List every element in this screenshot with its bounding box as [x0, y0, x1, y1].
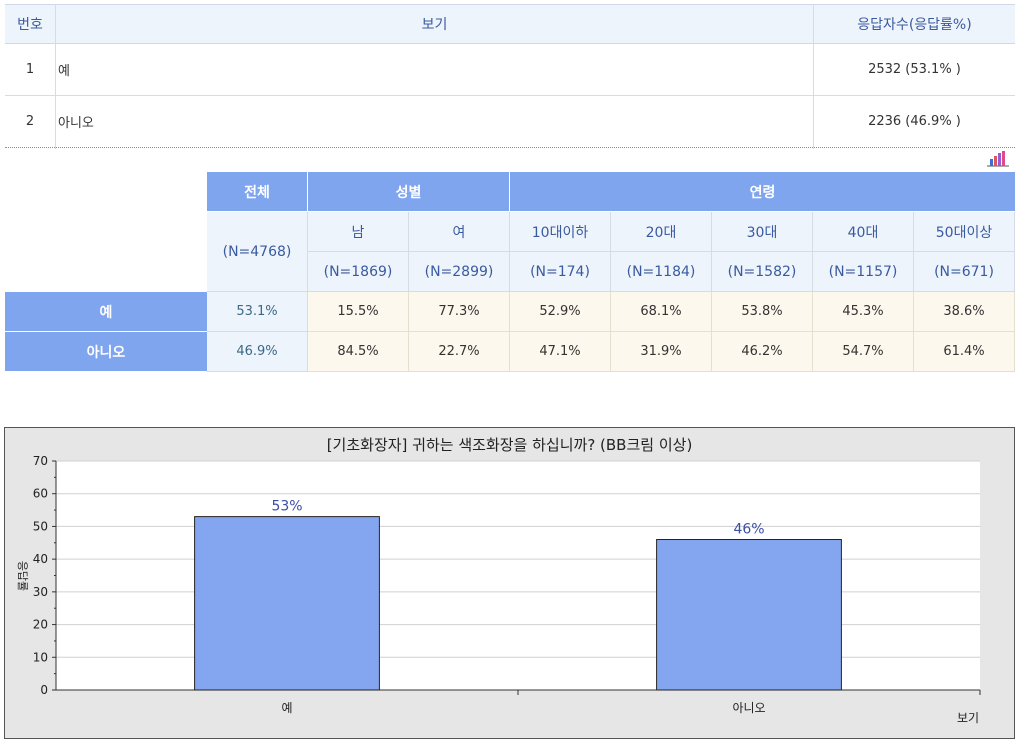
age-n: (N=1582): [712, 252, 813, 292]
y-axis-label: 응답률: [16, 561, 29, 591]
gender-female-n: (N=2899): [409, 252, 510, 292]
x-axis-label: 보기: [957, 711, 979, 725]
cell-value: 46.2%: [712, 332, 813, 372]
header-age: 연령: [510, 172, 1015, 212]
row-count: 2236 (46.9% ): [868, 114, 961, 129]
x-tick-label: 예: [281, 701, 292, 715]
bar-chart-icon[interactable]: [986, 150, 1010, 168]
total-value: 53.1%: [207, 292, 308, 332]
y-tick-label: 30: [33, 585, 48, 599]
age-n: (N=1157): [813, 252, 914, 292]
cell-value: 38.6%: [914, 292, 1015, 332]
age-n: (N=671): [914, 252, 1015, 292]
table-row: 2 아니오 2236 (46.9% ): [5, 96, 1015, 148]
cell-value: 22.7%: [409, 332, 510, 372]
chart-title: [기초화장자] 귀하는 색조화장을 하십니까? (BB크림 이상): [326, 436, 693, 454]
y-tick-label: 40: [33, 552, 48, 566]
cell-value: 61.4%: [914, 332, 1015, 372]
data-label: 46%: [733, 522, 764, 538]
table-row: 1 예 2532 (53.1% ): [5, 44, 1015, 96]
age-label: 10대이하: [510, 212, 611, 252]
header-gender: 성별: [308, 172, 510, 212]
row-number: 1: [25, 62, 35, 77]
column-divider: [55, 4, 56, 149]
cell-value: 45.3%: [813, 292, 914, 332]
cell-value: 53.8%: [712, 292, 813, 332]
age-label: 40대: [813, 212, 914, 252]
y-tick-label: 60: [33, 487, 48, 501]
bar: [656, 539, 842, 691]
cell-value: 31.9%: [611, 332, 712, 372]
y-tick-label: 70: [33, 454, 48, 468]
header-count: 응답자수(응답률%): [814, 4, 1015, 44]
bar: [194, 516, 380, 691]
header-total: 전체: [207, 172, 308, 212]
header-option: 보기: [56, 4, 813, 44]
cell-value: 77.3%: [409, 292, 510, 332]
row-count: 2532 (53.1% ): [868, 62, 961, 77]
cell-value: 54.7%: [813, 332, 914, 372]
y-tick-label: 20: [33, 618, 48, 632]
y-tick-label: 0: [40, 683, 48, 697]
total-value: 46.9%: [207, 332, 308, 372]
cell-value: 47.1%: [510, 332, 611, 372]
total-n: (N=4768): [207, 212, 308, 292]
y-tick-label: 10: [33, 650, 48, 664]
row-number: 2: [25, 114, 35, 129]
age-label: 50대이상: [914, 212, 1015, 252]
age-label: 30대: [712, 212, 813, 252]
cell-value: 15.5%: [308, 292, 409, 332]
age-label: 20대: [611, 212, 712, 252]
x-tick-label: 아니오: [732, 701, 765, 715]
data-label: 53%: [271, 499, 302, 515]
row-option: 예: [58, 64, 70, 79]
column-divider: [813, 4, 814, 149]
cell-value: 84.5%: [308, 332, 409, 372]
row-label-yes: 예: [5, 292, 207, 332]
gender-female-label: 여: [409, 212, 510, 252]
crosstab-table: 전체 성별 연령 (N=4768) 남 여 10대이하 20대 30대 40대 …: [5, 172, 1015, 372]
cell-value: 52.9%: [510, 292, 611, 332]
gender-male-label: 남: [308, 212, 409, 252]
response-table: 번호 보기 응답자수(응답률%) 1 예 2532 (53.1% ) 2 아니오…: [5, 4, 1015, 149]
row-option: 아니오: [58, 116, 94, 131]
age-n: (N=1184): [611, 252, 712, 292]
gender-male-n: (N=1869): [308, 252, 409, 292]
y-tick-label: 50: [33, 519, 48, 533]
age-n: (N=174): [510, 252, 611, 292]
row-label-no: 아니오: [5, 332, 207, 372]
bar-chart: [기초화장자] 귀하는 색조화장을 하십니까? (BB크림 이상) 0 10 20 3…: [4, 427, 1015, 739]
cell-value: 68.1%: [611, 292, 712, 332]
header-number: 번호: [5, 4, 55, 44]
